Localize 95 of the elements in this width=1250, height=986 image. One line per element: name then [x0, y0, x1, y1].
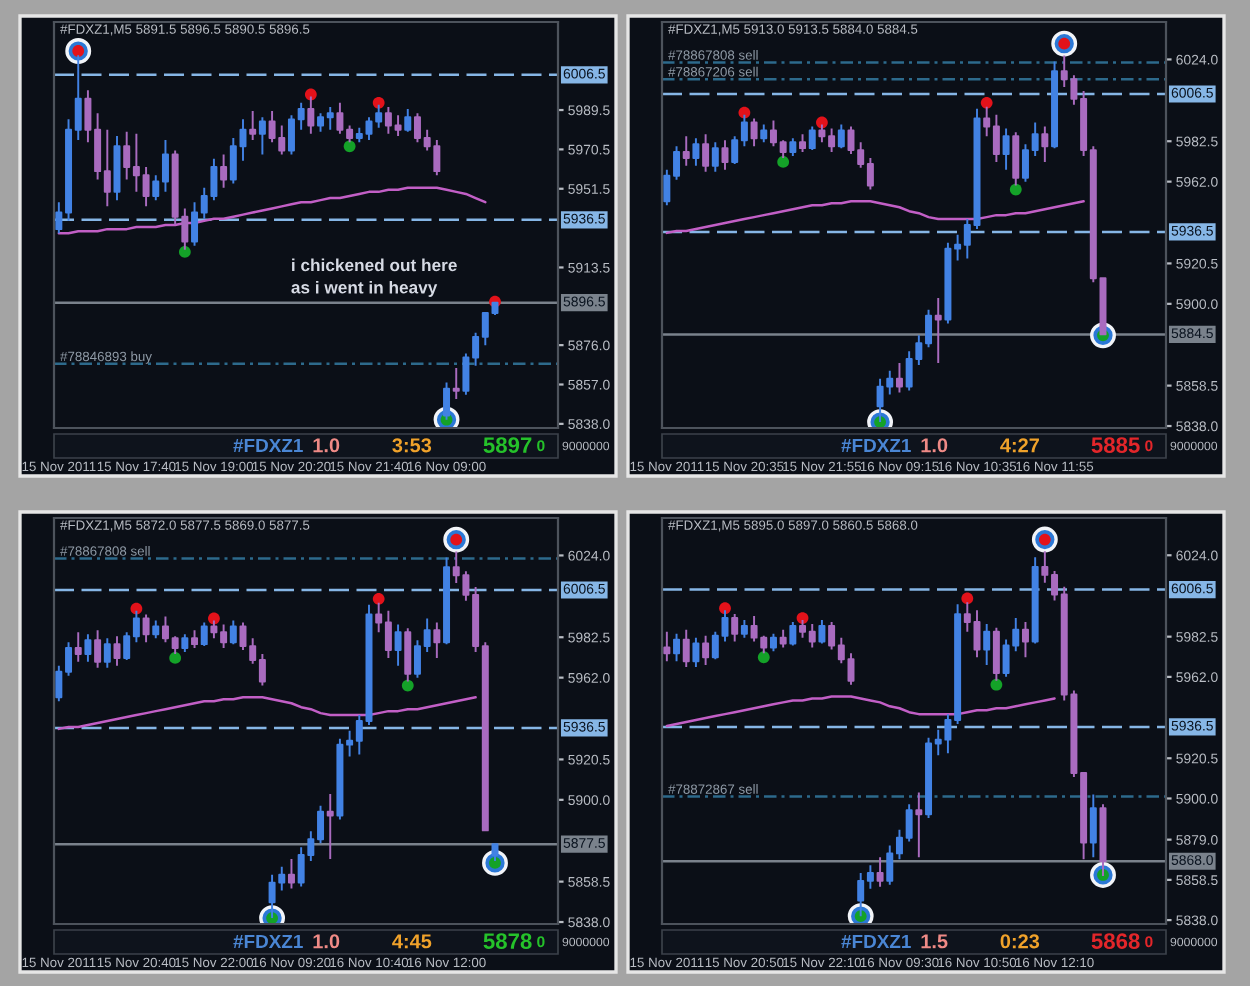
candlestick — [200, 621, 208, 648]
candlestick — [326, 792, 334, 860]
candlestick — [1041, 125, 1049, 163]
candlestick — [1099, 803, 1107, 877]
candlestick — [876, 856, 884, 888]
point — [738, 106, 751, 119]
line-series — [665, 695, 1056, 728]
candlestick — [895, 361, 903, 394]
candlestick — [152, 619, 160, 640]
candlestick — [692, 137, 700, 167]
line-series — [57, 186, 487, 235]
candlestick — [721, 139, 729, 171]
point — [816, 116, 828, 129]
text: 4:27 — [1000, 438, 1039, 453]
candlestick — [837, 123, 845, 150]
candlestick — [779, 628, 787, 649]
text: 0:23 — [1000, 934, 1040, 949]
candlestick — [740, 619, 748, 639]
candlestick — [818, 619, 826, 645]
candlestick — [443, 556, 451, 646]
candlestick — [229, 619, 237, 646]
candlestick — [915, 791, 923, 859]
point — [130, 602, 143, 615]
point — [990, 678, 1003, 691]
candlestick — [934, 296, 942, 364]
text: 4:45 — [392, 934, 432, 949]
point — [980, 96, 993, 109]
text: 5878 — [483, 933, 532, 949]
text: #FDXZ1 — [233, 934, 303, 948]
candlestick — [220, 153, 228, 189]
candlestick — [799, 133, 807, 154]
point — [208, 612, 220, 625]
candlestick — [1002, 127, 1010, 171]
candlestick — [1051, 60, 1059, 150]
candlestick — [702, 133, 710, 173]
candlestick — [711, 141, 719, 173]
point — [777, 156, 790, 168]
candlestick — [113, 635, 121, 667]
line-series — [57, 696, 477, 731]
point — [372, 96, 385, 109]
candlestick — [663, 630, 671, 663]
text: #FDXZ1 — [233, 438, 303, 452]
point — [343, 140, 356, 153]
text: #FDXZ1 — [841, 934, 911, 948]
candlestick — [760, 123, 768, 144]
candlestick — [181, 633, 189, 653]
candlestick — [191, 629, 199, 650]
text: 3:53 — [392, 438, 432, 453]
candlestick — [983, 622, 991, 667]
candlestick — [750, 117, 758, 148]
candlestick — [1031, 556, 1039, 645]
candlestick — [673, 632, 681, 663]
text: 1.0 — [313, 438, 340, 453]
candlestick — [452, 366, 460, 400]
point — [178, 246, 191, 258]
point — [304, 88, 317, 101]
text: 1.0 — [313, 934, 340, 949]
text: 5897 — [483, 437, 532, 453]
candlestick — [394, 623, 402, 667]
point — [1009, 183, 1022, 196]
candlestick — [404, 108, 412, 133]
candlestick — [433, 621, 441, 659]
candlestick — [113, 134, 121, 202]
point — [372, 592, 385, 605]
candlestick — [769, 632, 777, 653]
candlestick — [702, 634, 710, 667]
candlestick — [682, 628, 690, 669]
candlestick — [789, 620, 797, 647]
point — [401, 679, 414, 692]
candlestick — [74, 631, 82, 663]
candlestick — [682, 135, 690, 167]
annotation: i chickened out here as i went in heavy — [291, 258, 457, 297]
candlestick — [258, 116, 266, 156]
text: 1.0 — [921, 438, 948, 453]
point — [169, 652, 182, 664]
text: #FDXZ1 — [841, 438, 911, 452]
point — [757, 651, 770, 664]
candlestick — [94, 629, 102, 669]
text: 1.5 — [921, 934, 948, 949]
text: 5868 — [1091, 933, 1140, 949]
candlestick — [249, 110, 257, 142]
candlestick — [103, 637, 111, 669]
candlestick — [1021, 620, 1029, 659]
candlestick — [731, 613, 739, 643]
candlestick — [84, 633, 92, 663]
candlestick — [287, 857, 295, 890]
candlestick — [789, 137, 797, 157]
point — [719, 602, 731, 615]
line-series — [665, 200, 1085, 235]
point — [961, 592, 974, 605]
text: 5885 — [1091, 437, 1140, 453]
candlestick — [142, 613, 150, 644]
candlestick — [692, 636, 700, 669]
candlestick — [808, 125, 816, 152]
candlestick — [1089, 793, 1097, 859]
